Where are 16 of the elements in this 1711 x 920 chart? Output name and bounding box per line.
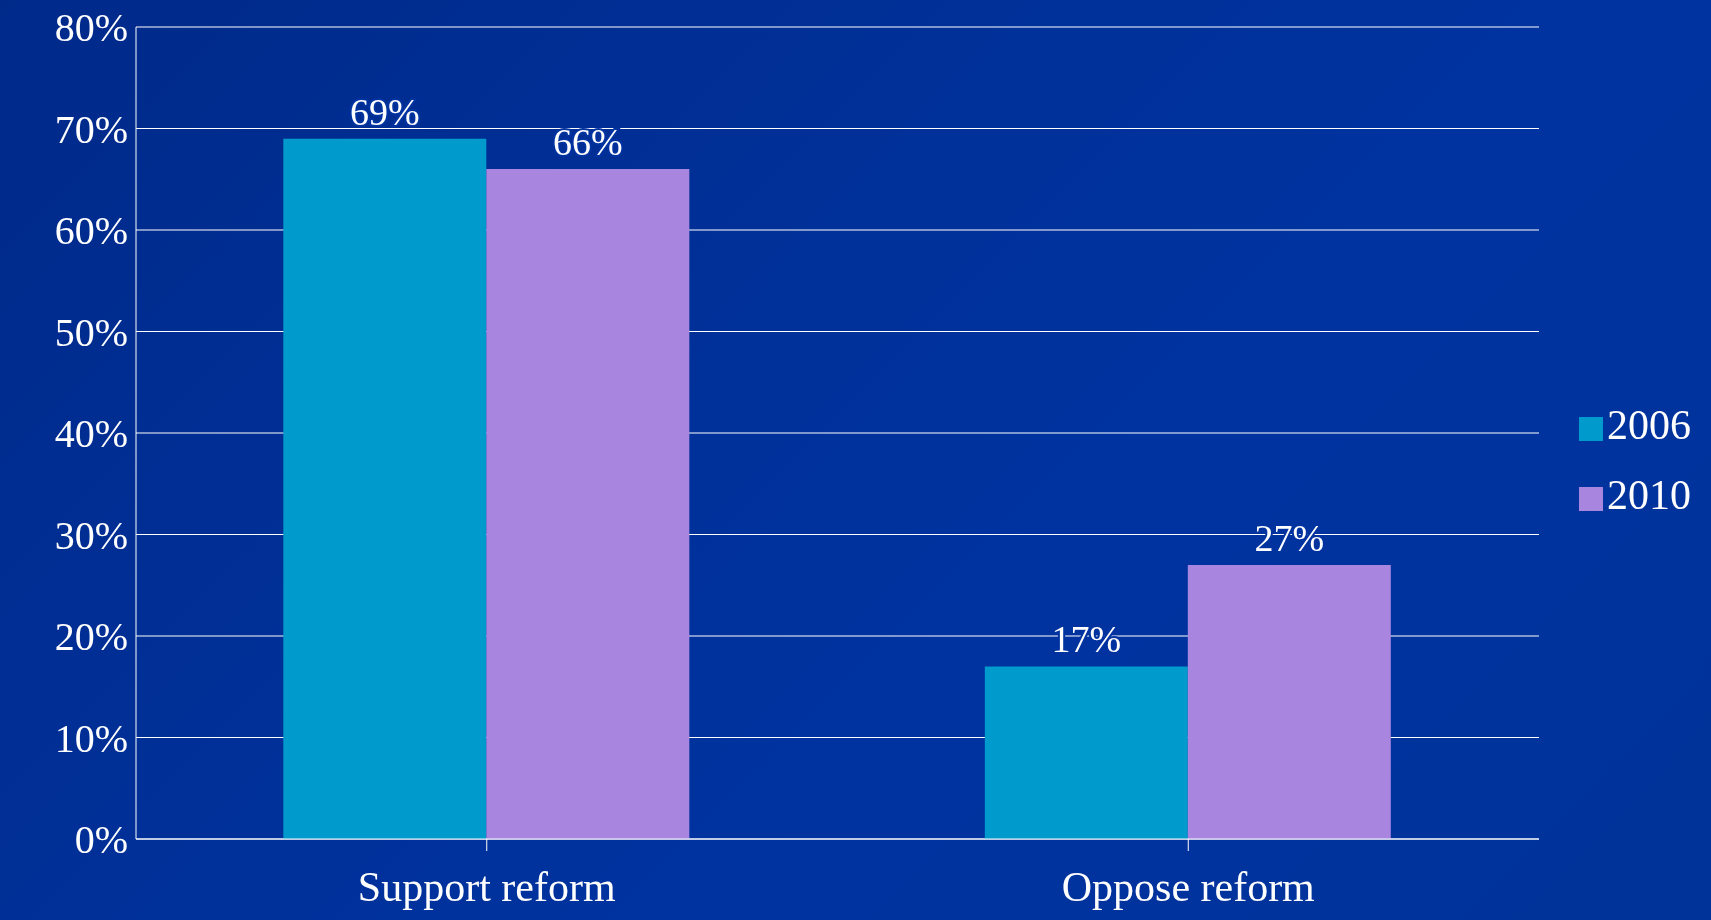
- data-label: 17%: [1051, 618, 1122, 661]
- x-tick-label: Support reform: [357, 863, 616, 910]
- y-tick-label: 40%: [54, 411, 128, 457]
- data-label: 69%: [349, 90, 420, 133]
- y-tick-label: 20%: [54, 614, 128, 660]
- y-tick-label: 10%: [54, 715, 128, 761]
- legend-label: 2006: [1607, 402, 1691, 448]
- legend-label: 2010: [1607, 472, 1691, 518]
- y-tick-label: 80%: [54, 5, 128, 51]
- y-tick-label: 30%: [54, 512, 128, 558]
- y-tick-label: 70%: [54, 106, 128, 152]
- y-tick-label: 0%: [74, 817, 128, 863]
- y-tick-label: 50%: [54, 309, 128, 355]
- data-label: 66%: [552, 121, 623, 164]
- y-tick-label: 60%: [54, 208, 128, 254]
- x-tick-label: Oppose reform: [1061, 863, 1316, 910]
